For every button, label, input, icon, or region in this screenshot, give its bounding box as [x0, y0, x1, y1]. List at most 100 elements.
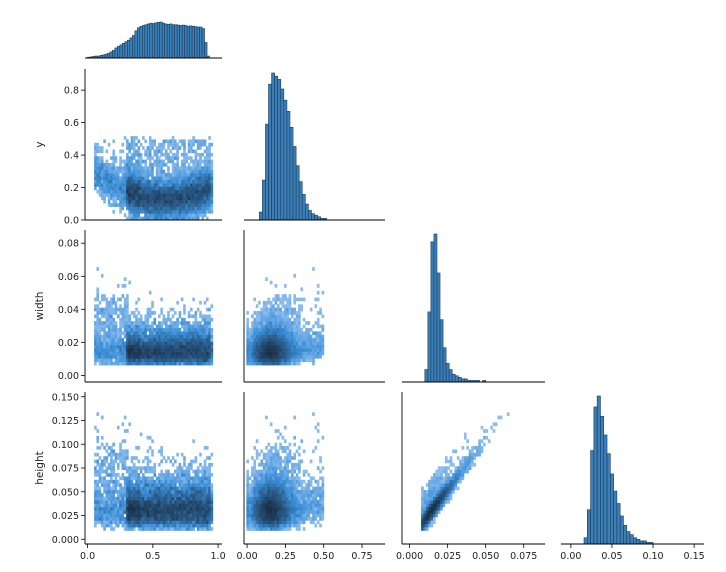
x-vs-y-density-cell [199, 193, 202, 197]
x-vs-y-density-cell [210, 183, 214, 187]
y-vs-width-density-cell [305, 338, 308, 342]
x-vs-height-density-cell [160, 473, 163, 477]
x-vs-height-density-cell [194, 486, 198, 491]
x-vs-y-density-cell [128, 156, 131, 160]
x-vs-height-density-cell [100, 520, 104, 525]
x-vs-width-density-cell [132, 351, 136, 356]
width-vs-height-density-cell [444, 493, 448, 498]
x-vs-y-density-cell [139, 142, 143, 147]
width-vs-height-density-cell [444, 486, 448, 491]
x-vs-height-density-cell [144, 486, 147, 491]
x-vs-width-density-cell [126, 351, 129, 356]
x-vs-width-density-cell [180, 351, 184, 356]
x-vs-height-density-cell [94, 486, 97, 491]
x-vs-width-density-cell [121, 294, 125, 298]
width-vs-height-density-cell [449, 489, 453, 494]
y-vs-width-density-cell [267, 341, 271, 346]
x-vs-width-density-cell [194, 311, 198, 315]
y-vs-height-density-cell [260, 503, 264, 508]
y-vs-height-density-cell [293, 479, 296, 484]
y-vs-height-density-cell [298, 489, 301, 494]
x-vs-width-density-cell [176, 351, 179, 356]
x-vs-height-density-cell [178, 513, 182, 518]
x-vs-y-density-cell [190, 176, 193, 181]
y-vs-width-density-cell [312, 351, 315, 356]
x-vs-height-density-cell [144, 527, 147, 531]
y-vs-height-density-cell [321, 506, 325, 511]
x-vs-y-density-cell [194, 216, 198, 221]
x-vs-width-density-cell [137, 344, 141, 349]
x-vs-height-density-cell [98, 476, 102, 481]
x-vs-width-density-cell [148, 358, 152, 363]
x-vs-y-density-cell [210, 176, 214, 181]
x-vs-height-density-cell [135, 473, 138, 477]
x-vs-height-density-cell [178, 500, 182, 504]
x-vs-y-density-cell [206, 209, 209, 214]
x-vs-y-density-cell [206, 196, 209, 201]
x-vs-width-density-cell [139, 327, 143, 332]
y-vs-width-density-cell [286, 300, 289, 305]
y-vs-width-density-cell [314, 344, 318, 349]
x-vs-y-density-cell [196, 213, 200, 217]
x-vs-width-density-cell [164, 358, 168, 363]
x-vs-width-density-cell [178, 321, 182, 325]
x-vs-height-density-cell [153, 489, 157, 494]
y-vs-width-density-cell [309, 334, 313, 339]
x-vs-height-density-cell [176, 523, 179, 528]
y-vs-height-density-cell [288, 442, 292, 447]
x-vs-y-density-cell [135, 176, 138, 181]
x-vs-height-density-cell [176, 489, 179, 494]
x-vs-y-density-cell [114, 156, 118, 160]
x-vs-height-density-cell [187, 506, 191, 511]
x-vs-height-density-cell [148, 446, 152, 450]
x-vs-y-density-cell [126, 139, 129, 144]
x-vs-height-density-cell [194, 456, 198, 460]
x-vs-height-density-cell [210, 503, 214, 508]
x-vs-height-density-cell [98, 496, 102, 501]
x-vs-width-density-cell [107, 341, 111, 346]
y-vs-width-density-cell [300, 304, 304, 308]
y-vs-height-density-cell [293, 489, 296, 494]
y-vs-height-density-cell [286, 493, 289, 498]
x-vs-width-density-cell [208, 344, 211, 349]
y-vs-width-density-cell [281, 314, 285, 319]
y-vs-height-density-cell [265, 486, 268, 491]
y-vs-height-density-cell [262, 456, 266, 460]
y-vs-width-density-cell [269, 307, 273, 312]
x-vs-width-density-cell [155, 327, 159, 332]
y-vs-height-density-cell [279, 469, 282, 474]
x-vs-y-density-cell [155, 183, 159, 187]
x-vs-height-density-cell [94, 493, 97, 498]
x-vs-y-density-cell [130, 176, 134, 181]
y-hist-bar [259, 211, 263, 221]
y-vs-height-density-cell [248, 513, 252, 518]
x-vs-y-density-cell [114, 186, 118, 191]
y-vs-height-density-cell [314, 523, 318, 528]
x-vs-y-density-cell [121, 196, 125, 201]
y-vs-width-density-cell [305, 341, 308, 346]
width-vs-height-density-cell [506, 412, 510, 416]
x-vs-height-density-cell [98, 500, 102, 504]
x-vs-y-density-cell [167, 152, 170, 157]
y-vs-height-density-cell [300, 520, 304, 525]
width-vs-height-density-cell [456, 473, 460, 477]
y-vs-height-density-cell [286, 500, 289, 504]
x-vs-y-density-cell [103, 166, 106, 170]
x-vs-y-density-cell [114, 203, 118, 207]
y-vs-width-density-cell [272, 324, 275, 329]
y-vs-width-density-cell [316, 351, 320, 356]
y-vs-height-density-cell [274, 462, 278, 467]
x-vs-height-density-cell [199, 483, 202, 487]
y-vs-height-density-cell [267, 462, 271, 467]
x-vs-y-density-cell [196, 162, 200, 167]
x-vs-width-density-cell [107, 358, 111, 363]
x-hist-bar [184, 25, 188, 59]
y-vs-width-density-cell [274, 348, 278, 352]
x-vs-width-density-cell [160, 341, 163, 346]
x-vs-y-density-cell [167, 179, 170, 184]
x-vs-y-density-cell [105, 149, 109, 154]
x-vs-width-density-cell [110, 348, 113, 352]
y-vs-height-density-cell [276, 459, 280, 464]
x-vs-height-density-cell [116, 425, 120, 430]
y-vs-height-density-cell [295, 476, 299, 481]
